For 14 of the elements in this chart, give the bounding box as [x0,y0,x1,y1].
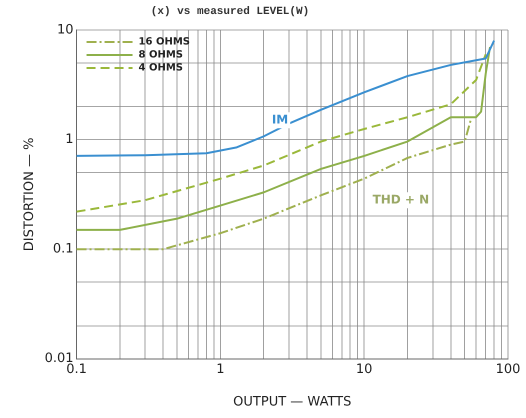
y-tick-label: 10 [57,22,74,38]
legend-label: 8 OHMS [138,50,184,61]
annotation: IM [272,112,288,126]
x-axis-title: OUTPUT — WATTS [233,394,352,410]
legend-label: 4 OHMS [138,62,184,74]
legend-label: 16 OHMS [138,36,190,48]
annotation: THD + N [372,192,430,206]
text: (x) vs measured LEVEL(W) [150,6,310,18]
y-tick-label: 1 [65,132,74,147]
y-axis-title: DISTORTION — % [22,138,38,252]
x-tick-label: 100 [496,362,520,377]
x-tick-label: 10 [356,362,372,377]
x-tick-label: 1 [216,362,225,377]
y-tick-label: 0.1 [52,242,74,257]
